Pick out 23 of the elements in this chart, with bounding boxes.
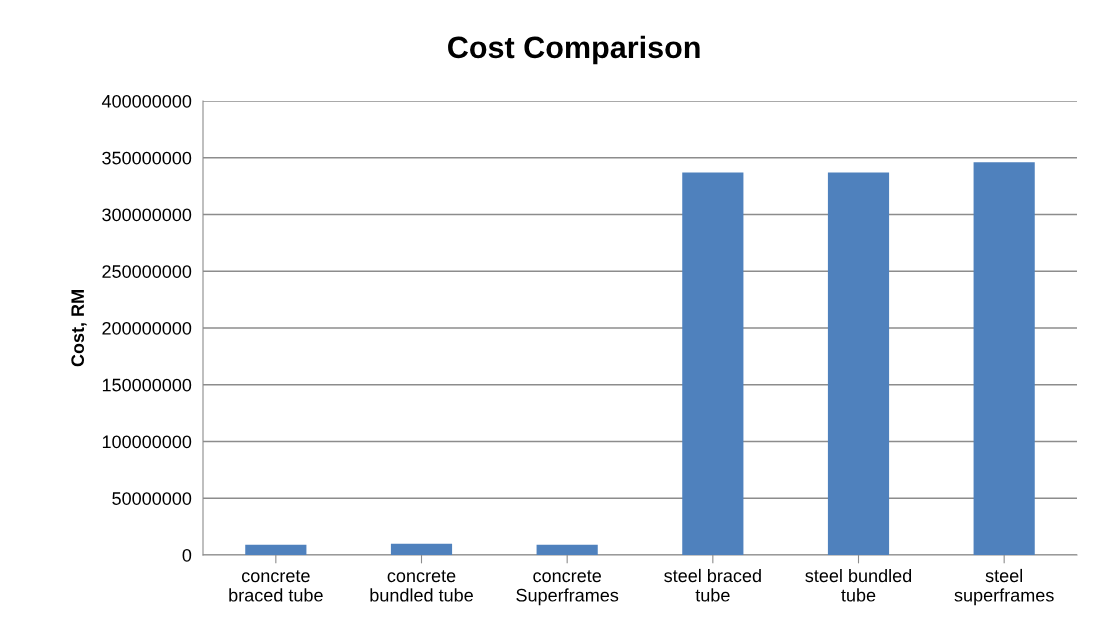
x-tick-label: steel braced tube: [664, 568, 761, 602]
y-axis-title: Cost, RM: [71, 290, 87, 367]
x-tick-label: concrete bundled tube: [370, 570, 473, 602]
bar: [973, 162, 1035, 555]
y-tick-label: 250000000: [102, 265, 192, 278]
bar: [827, 172, 890, 555]
bar: [245, 544, 307, 555]
x-tick-label: steel superframes: [954, 568, 1054, 606]
bar: [536, 544, 598, 555]
y-tick-label: 150000000: [102, 378, 192, 392]
y-tick-label: 100000000: [102, 435, 192, 449]
bar: [390, 543, 453, 555]
bar: [682, 172, 744, 555]
y-tick-label: 200000000: [102, 321, 192, 335]
y-tick-label: 350000000: [102, 151, 192, 165]
x-tick-label: concrete braced tube: [229, 570, 323, 602]
x-tick-label: concrete Superframes: [516, 570, 619, 606]
y-tick-label: 400000000: [101, 94, 192, 108]
y-tick-label: 50000000: [112, 492, 192, 505]
chart-title: Cost Comparison: [448, 35, 700, 65]
y-tick-label: 0: [182, 548, 192, 562]
y-tick-label: 300000000: [102, 208, 192, 222]
x-tick-label: steel bundled tube: [805, 568, 912, 602]
